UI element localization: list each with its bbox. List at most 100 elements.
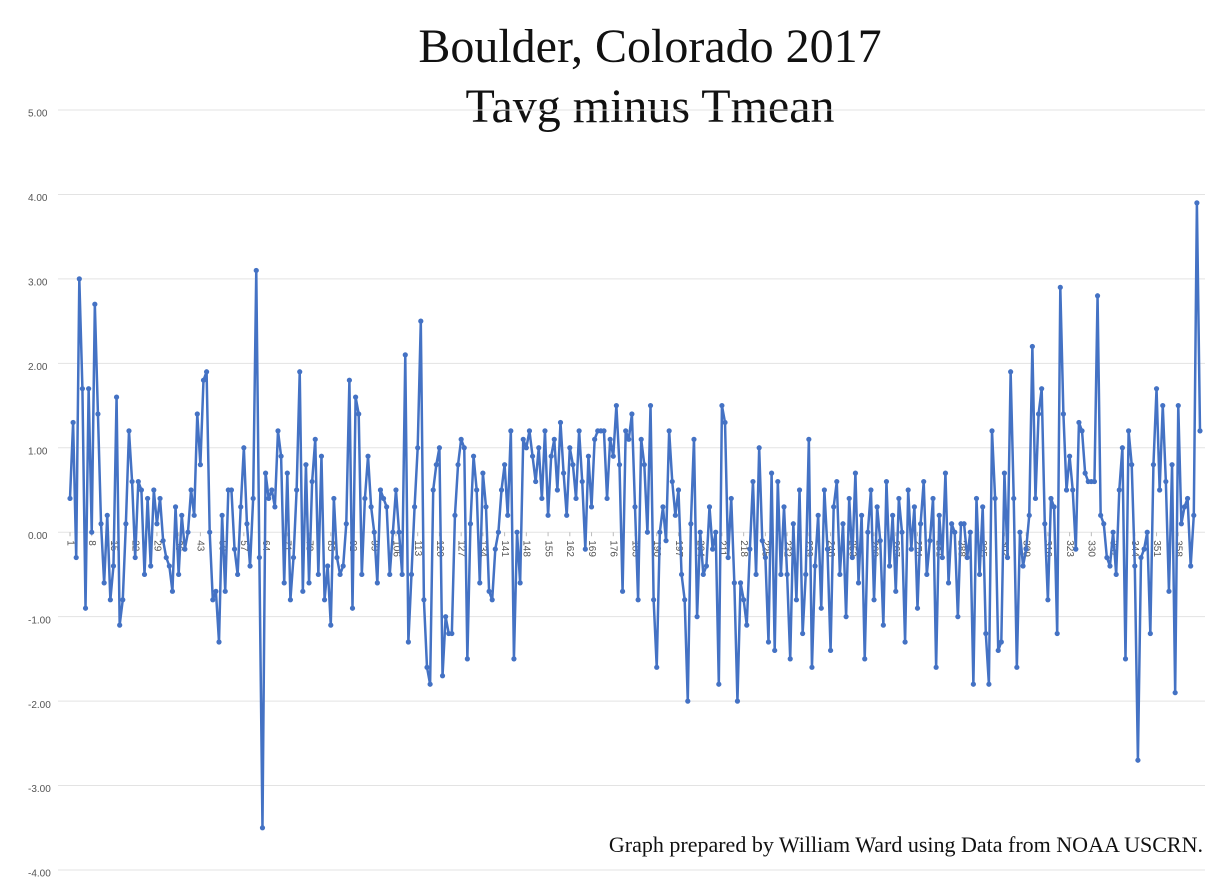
data-point [933,664,939,670]
data-point [197,462,203,468]
data-point [98,521,104,527]
data-point [318,453,325,459]
data-point [623,428,629,434]
data-point [666,428,672,434]
data-point [890,512,896,518]
data-point [976,571,983,578]
data-point [1008,369,1014,375]
data-point [117,622,123,628]
data-point [551,436,557,442]
data-point [1125,428,1132,434]
data-point [126,428,132,434]
data-point [703,563,710,569]
data-point [564,512,570,518]
x-tick-label: 211 [716,540,727,556]
data-point [995,647,1001,654]
data-point [486,588,492,594]
data-point [697,529,703,535]
data-point [759,538,765,544]
data-point [772,647,778,654]
data-point [1175,402,1181,409]
data-point [411,504,418,510]
data-point [325,563,331,569]
data-point [1169,462,1175,468]
data-point [731,580,737,586]
data-point [682,597,688,603]
data-point [1045,597,1051,603]
data-point [346,377,352,383]
data-point [247,563,253,569]
data-point [418,318,424,324]
data-point [1172,690,1178,696]
y-tick-label: -3.00 [28,784,51,795]
data-point [1020,563,1026,569]
data-point [610,453,616,459]
data-point [843,614,849,620]
data-point [1070,487,1076,493]
x-tick-label: 43 [195,540,206,552]
data-point [713,529,719,535]
data-point [694,614,700,620]
data-point [632,504,638,510]
data-point [1032,495,1039,502]
data-point [883,478,890,485]
data-point [120,597,126,603]
data-point [160,538,166,544]
data-point [1113,571,1119,578]
data-point [893,588,899,594]
data-point [818,605,824,611]
data-point [852,470,859,476]
data-point [855,580,862,586]
data-point [1160,402,1166,409]
data-point [812,563,818,569]
data-point [303,462,309,468]
data-point [371,529,377,535]
data-point [1184,495,1191,502]
data-point [700,571,706,578]
data-point [924,571,930,578]
data-point [899,529,905,535]
data-point [719,402,725,409]
data-point [474,487,480,493]
x-tick-label: 323 [1064,540,1075,557]
data-point [210,597,216,603]
data-point [132,554,138,561]
data-point [290,554,297,561]
data-point [1091,478,1098,485]
data-point [588,504,595,510]
data-point [151,487,157,493]
data-point [349,605,356,611]
data-point [747,546,753,552]
data-point [70,419,76,426]
data-point [942,470,949,476]
data-point [1023,546,1029,552]
data-point [930,495,936,502]
data-point [868,487,874,493]
data-point [793,597,800,603]
data-point [415,445,421,451]
data-point [1057,284,1063,290]
data-point [545,512,551,518]
data-point [278,453,284,459]
data-point [1122,656,1129,662]
data-point [781,504,787,510]
data-point [294,487,300,493]
data-point [244,521,250,527]
data-point [1104,554,1110,561]
data-point [396,529,402,535]
data-point [998,639,1004,645]
plot-area [67,200,1203,831]
data-point [1181,504,1188,510]
data-point [452,512,458,518]
data-point [157,495,163,502]
data-point [368,504,374,510]
data-point [914,605,921,611]
data-point [1163,478,1169,485]
data-point [79,386,86,392]
data-point [1116,487,1122,493]
data-point [443,614,449,620]
data-point [467,521,474,527]
data-point [340,563,346,569]
